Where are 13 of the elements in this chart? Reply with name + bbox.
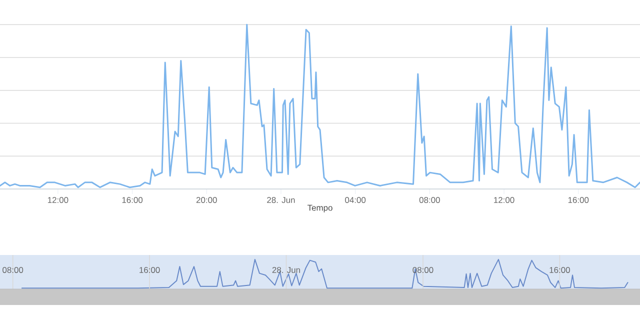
x-tick-label: 20:00	[196, 197, 217, 204]
x-tick-label: 12:00	[494, 197, 514, 204]
x-tick-label: 28. Jun	[267, 197, 295, 204]
x-tick-label: 08:00	[419, 197, 440, 204]
x-tick-label: 12:00	[48, 197, 68, 204]
x-axis-title: Tempo	[307, 204, 332, 212]
x-tick-label: 16:00	[568, 197, 589, 204]
x-tick-label: 28. Jun	[272, 266, 300, 273]
x-tick-label: 16:00	[122, 197, 143, 204]
x-tick-label: 16:00	[550, 266, 570, 273]
x-tick-label: 08:00	[2, 266, 24, 273]
x-tick-label: 04:00	[345, 197, 366, 204]
x-tick-label: 16:00	[140, 266, 160, 273]
